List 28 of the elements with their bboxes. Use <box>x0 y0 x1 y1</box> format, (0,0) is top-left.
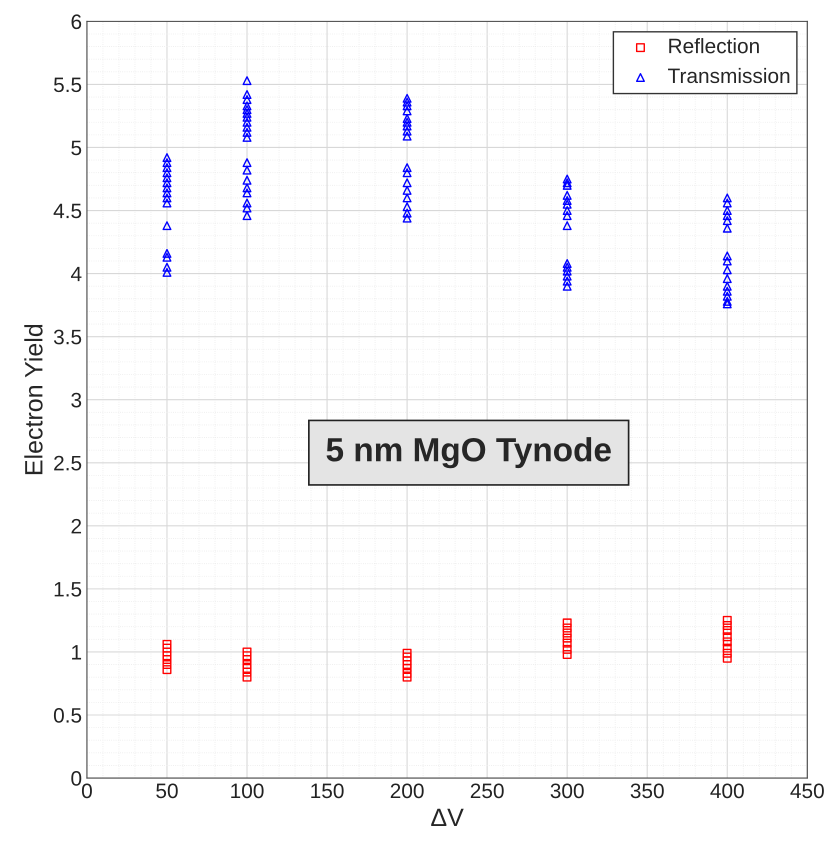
x-tick-label: 150 <box>311 783 344 798</box>
y-tick-label: 1.5 <box>54 582 82 597</box>
y-tick-label: 0 <box>71 771 82 786</box>
y-tick-label: 5 <box>71 140 82 156</box>
x-tick-label: 250 <box>470 783 504 798</box>
x-tick-label: 300 <box>550 783 584 798</box>
y-tick-label: 6 <box>72 14 82 30</box>
x-tick-label: 100 <box>231 783 264 798</box>
y-axis-title: Electron Yield <box>24 324 43 474</box>
legend-label: Reflection <box>669 38 759 54</box>
x-tick-label: 450 <box>790 783 824 798</box>
x-tick-label: 200 <box>390 783 424 798</box>
y-tick-label: 4 <box>70 266 82 282</box>
y-tick-label: 4.5 <box>54 204 82 218</box>
y-tick-label: 3.5 <box>54 330 82 344</box>
x-tick-label: 400 <box>710 783 744 798</box>
y-tick-label: 2 <box>72 518 82 534</box>
legend-label: Transmission <box>668 68 790 84</box>
x-axis-title: ΔV <box>431 808 464 826</box>
x-tick-label: 350 <box>630 783 664 798</box>
y-tick-label: 1 <box>72 645 82 660</box>
annotation: 5 nm MgO Tynode <box>326 437 611 468</box>
x-tick-label: 50 <box>156 783 178 798</box>
y-tick-label: 2.5 <box>54 456 82 471</box>
y-tick-label: 0.5 <box>54 708 82 723</box>
y-tick-label: 5.5 <box>54 78 82 92</box>
x-tick-label: 0 <box>82 783 92 798</box>
y-tick-label: 3 <box>71 392 82 408</box>
